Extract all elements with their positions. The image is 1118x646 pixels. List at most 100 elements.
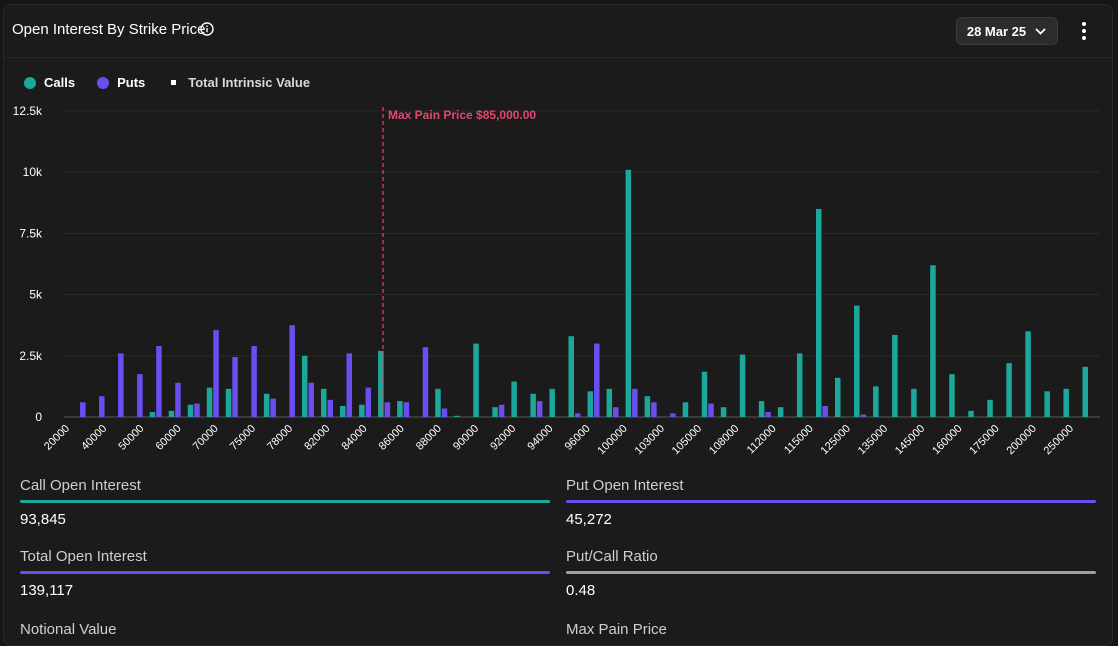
- puts-bar: [594, 343, 600, 417]
- calls-bar: [606, 388, 613, 417]
- calls-bar: [987, 399, 993, 417]
- puts-bar: [308, 382, 314, 417]
- puts-bar: [498, 404, 505, 417]
- x-tick-label: 75000: [228, 423, 258, 453]
- chart-legend: Calls Puts Total Intrinsic Value: [24, 75, 310, 90]
- x-tick-label: 125000: [819, 423, 853, 457]
- expiry-date-dropdown[interactable]: 28 Mar 25: [956, 17, 1058, 45]
- puts-bar: [346, 353, 353, 417]
- calls-bar: [644, 396, 651, 417]
- puts-bar: [574, 413, 581, 417]
- info-icon[interactable]: [200, 22, 214, 36]
- puts-bar: [80, 402, 86, 417]
- calls-bar: [206, 387, 213, 417]
- calls-bar: [682, 402, 689, 417]
- calls-bar: [473, 343, 479, 417]
- x-tick-label: 94000: [525, 423, 555, 453]
- x-tick-label: 78000: [265, 423, 295, 453]
- puts-bar: [765, 412, 771, 417]
- stat-value: 93,845: [20, 511, 66, 528]
- calls-bar: [530, 393, 536, 417]
- puts-bar: [270, 398, 276, 417]
- stat-label: Put Open Interest: [566, 477, 684, 494]
- legend-total-intrinsic-value[interactable]: Total Intrinsic Value: [167, 75, 310, 90]
- x-tick-label: 100000: [595, 423, 629, 457]
- calls-bar: [397, 401, 403, 417]
- puts-bar: [403, 402, 410, 417]
- more-options-icon[interactable]: [1072, 19, 1096, 43]
- calls-bar: [149, 412, 156, 417]
- calls-bar: [225, 388, 232, 417]
- calls-bar: [930, 265, 936, 417]
- calls-bar: [949, 374, 955, 417]
- x-tick-label: 105000: [670, 423, 704, 457]
- legend-puts[interactable]: Puts: [97, 75, 145, 90]
- stat-underline: [20, 571, 550, 574]
- puts-bar: [536, 401, 543, 417]
- calls-bar: [1006, 363, 1012, 417]
- legend-puts-label: Puts: [117, 75, 146, 90]
- stat-label: Put/Call Ratio: [566, 548, 658, 565]
- legend-tiv-label: Total Intrinsic Value: [188, 75, 311, 90]
- puts-bar: [613, 407, 619, 417]
- y-tick-label: 12.5k: [13, 104, 43, 118]
- stat-notional-value: Notional Value: [20, 621, 550, 638]
- calls-dot-icon: [24, 76, 36, 89]
- calls-bar: [835, 377, 841, 417]
- max-pain-label: Max Pain Price $85,000.00: [388, 108, 536, 122]
- calls-bar: [968, 410, 974, 417]
- x-tick-label: 20000: [42, 423, 72, 453]
- x-tick-label: 50000: [116, 423, 146, 453]
- stat-put-open-interest: Put Open Interest 45,272: [566, 477, 1096, 528]
- x-tick-label: 92000: [488, 423, 518, 453]
- y-tick-label: 0: [35, 410, 42, 424]
- panel-header: Open Interest By Strike Price 28 Mar 25: [4, 5, 1112, 58]
- x-tick-label: 86000: [377, 423, 407, 453]
- stat-put-call-ratio: Put/Call Ratio 0.48: [566, 548, 1096, 599]
- calls-bar: [187, 404, 194, 417]
- stat-label: Max Pain Price: [566, 621, 667, 638]
- puts-bar: [156, 346, 162, 417]
- calls-bar: [340, 405, 346, 417]
- x-tick-label: 112000: [745, 423, 779, 457]
- puts-bar: [118, 353, 124, 417]
- puts-bar: [670, 413, 676, 417]
- x-tick-label: 84000: [339, 423, 369, 453]
- calls-bar: [739, 354, 746, 417]
- puts-bar: [289, 325, 295, 417]
- stat-value: 0.48: [566, 582, 596, 599]
- x-tick-label: 96000: [563, 423, 593, 453]
- calls-bar: [892, 334, 898, 417]
- puts-bar: [213, 330, 219, 417]
- square-icon: [171, 80, 177, 85]
- calls-bar: [454, 415, 460, 417]
- chevron-down-icon: [1035, 27, 1046, 35]
- calls-bar: [263, 393, 270, 417]
- expiry-date-label: 28 Mar 25: [966, 23, 1027, 39]
- stat-call-open-interest: Call Open Interest 93,845: [20, 477, 550, 528]
- stat-total-open-interest: Total Open Interest 139,117: [20, 548, 550, 599]
- legend-calls[interactable]: Calls: [24, 75, 75, 90]
- y-tick-label: 10k: [23, 165, 43, 179]
- y-tick-label: 7.5k: [19, 226, 43, 240]
- x-tick-label: 82000: [302, 423, 332, 453]
- calls-bar: [873, 386, 879, 417]
- calls-bar: [492, 407, 498, 417]
- x-tick-label: 145000: [893, 423, 927, 457]
- calls-bar: [1044, 391, 1050, 417]
- x-tick-label: 40000: [79, 423, 109, 453]
- puts-bar: [632, 388, 638, 417]
- puts-bar: [384, 402, 391, 417]
- open-interest-panel: Open Interest By Strike Price 28 Mar 25 …: [3, 4, 1113, 646]
- calls-bar: [1082, 366, 1088, 417]
- stat-underline: [20, 500, 550, 503]
- calls-bar: [625, 169, 632, 417]
- puts-bar: [860, 414, 867, 417]
- legend-calls-label: Calls: [44, 75, 76, 90]
- calls-bar: [301, 355, 308, 417]
- puts-bar: [822, 405, 828, 417]
- puts-bar: [327, 399, 333, 417]
- calls-bar: [720, 407, 727, 417]
- stat-label: Call Open Interest: [20, 477, 141, 494]
